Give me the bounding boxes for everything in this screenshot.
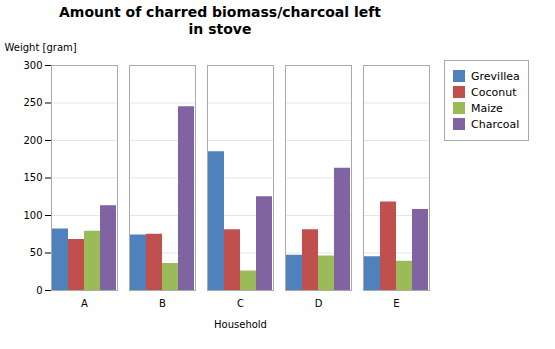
svg-text:E: E: [393, 297, 399, 308]
svg-text:D: D: [315, 297, 323, 308]
svg-text:200: 200: [23, 134, 42, 145]
svg-text:50: 50: [30, 247, 43, 258]
html-text:Grevillea: Grevillea: [471, 69, 520, 83]
svg-text:300: 300: [23, 59, 42, 70]
svg-text:150: 150: [23, 172, 42, 183]
svg-text:0: 0: [36, 284, 42, 295]
svg-text:Weight [gram]: Weight [gram]: [5, 41, 77, 52]
html-text:Charcoal: Charcoal: [471, 117, 520, 131]
html-text:Maize: Maize: [471, 101, 503, 115]
svg-text:250: 250: [23, 97, 42, 108]
html-text:Amount of charred biomass/char: Amount of charred biomass/charcoal left …: [59, 4, 381, 37]
svg-text:B: B: [159, 297, 166, 308]
html-text:Coconut: Coconut: [471, 85, 517, 99]
svg-text:A: A: [81, 297, 88, 308]
svg-text:100: 100: [23, 209, 42, 220]
svg-text:Household: Household: [214, 318, 267, 329]
svg-text:C: C: [237, 297, 244, 308]
